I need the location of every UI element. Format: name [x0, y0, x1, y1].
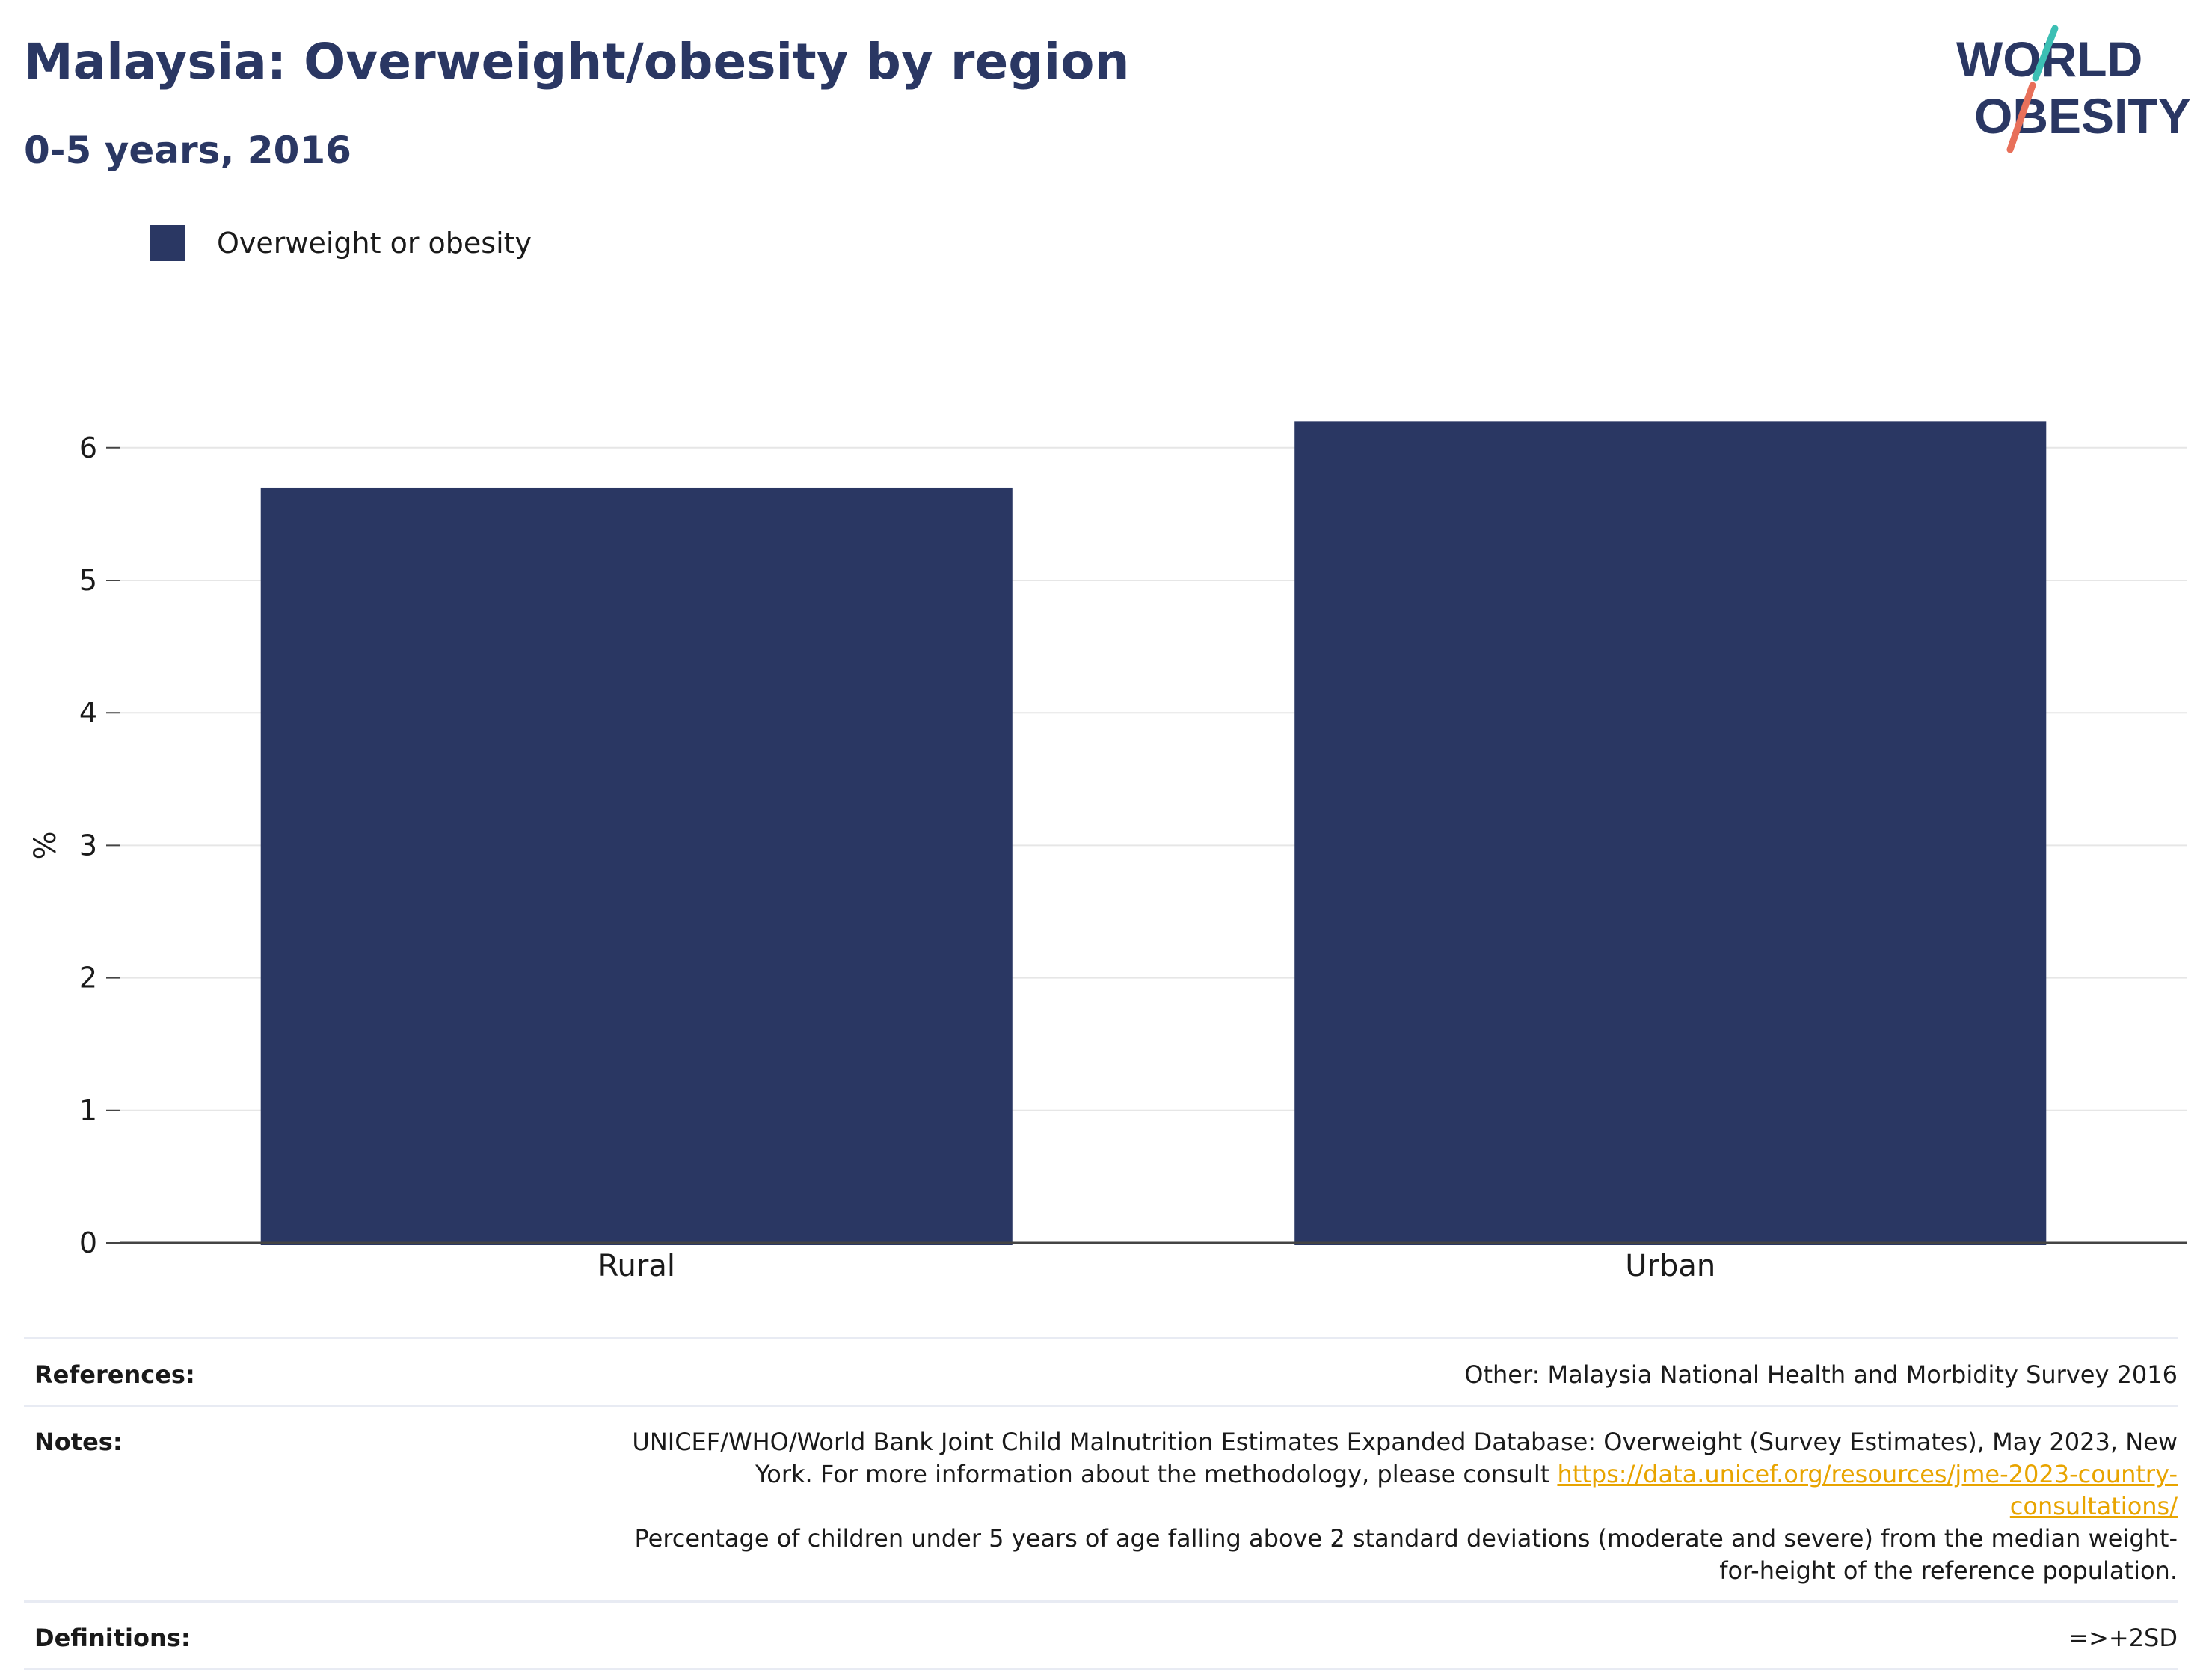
- y-tick-label: 0: [79, 1227, 97, 1259]
- bars: [260, 421, 2047, 1245]
- legend-swatch-overweight: [150, 225, 185, 261]
- y-tick-labels: 0 1 2 3 4 5 6: [79, 432, 120, 1259]
- chart-title: Malaysia: Overweight/obesity by region: [24, 33, 1130, 90]
- notes-value: UNICEF/WHO/World Bank Joint Child Malnut…: [622, 1426, 2178, 1587]
- references-value: Other: Malaysia National Health and Morb…: [1464, 1360, 2178, 1389]
- y-tick-label: 1: [79, 1094, 97, 1127]
- definitions-value: =>+2SD: [2068, 1624, 2178, 1652]
- y-tick-label: 2: [79, 962, 97, 995]
- y-tick-label: 3: [79, 829, 97, 862]
- notes-text: UNICEF/WHO/World Bank Joint Child Malnut…: [632, 1428, 2178, 1488]
- bar-chart: 0 1 2 3 4 5 6 Rural Urban %: [28, 421, 2187, 1283]
- y-tick-label: 5: [79, 564, 97, 597]
- notes-text-definition: Percentage of children under 5 years of …: [634, 1524, 2178, 1585]
- logo-slash-top: [2032, 25, 2059, 82]
- notes-link[interactable]: https://data.unicef.org/resources/jme-20…: [1557, 1460, 2178, 1520]
- notes-label: Notes:: [34, 1428, 123, 1456]
- x-category-labels: Rural Urban: [598, 1249, 1716, 1283]
- x-category-label: Rural: [598, 1249, 675, 1283]
- legend-label-overweight: Overweight or obesity: [217, 227, 532, 260]
- definitions-row: Definitions: =>+2SD: [24, 1600, 2178, 1670]
- x-category-label: Urban: [1625, 1249, 1715, 1283]
- logo-slash-bottom: [2006, 82, 2036, 153]
- bar-rural: [260, 487, 1013, 1245]
- chart-subtitle: 0-5 years, 2016: [24, 129, 351, 172]
- references-label: References:: [34, 1360, 195, 1389]
- bar-urban: [1294, 421, 2047, 1245]
- chart-legend: Overweight or obesity: [150, 224, 532, 262]
- chart-footer: References: Other: Malaysia National Hea…: [24, 1337, 2178, 1670]
- notes-row: Notes: UNICEF/WHO/World Bank Joint Child…: [24, 1405, 2178, 1600]
- logo-text-obesity: OBESITY: [1974, 88, 2191, 144]
- y-axis-title: %: [28, 831, 63, 859]
- references-row: References: Other: Malaysia National Hea…: [24, 1337, 2178, 1405]
- world-obesity-logo: WORLD OBESITY: [1956, 25, 2191, 153]
- definitions-label: Definitions:: [34, 1624, 191, 1652]
- y-tick-label: 4: [79, 696, 97, 729]
- y-tick-label: 6: [79, 432, 97, 464]
